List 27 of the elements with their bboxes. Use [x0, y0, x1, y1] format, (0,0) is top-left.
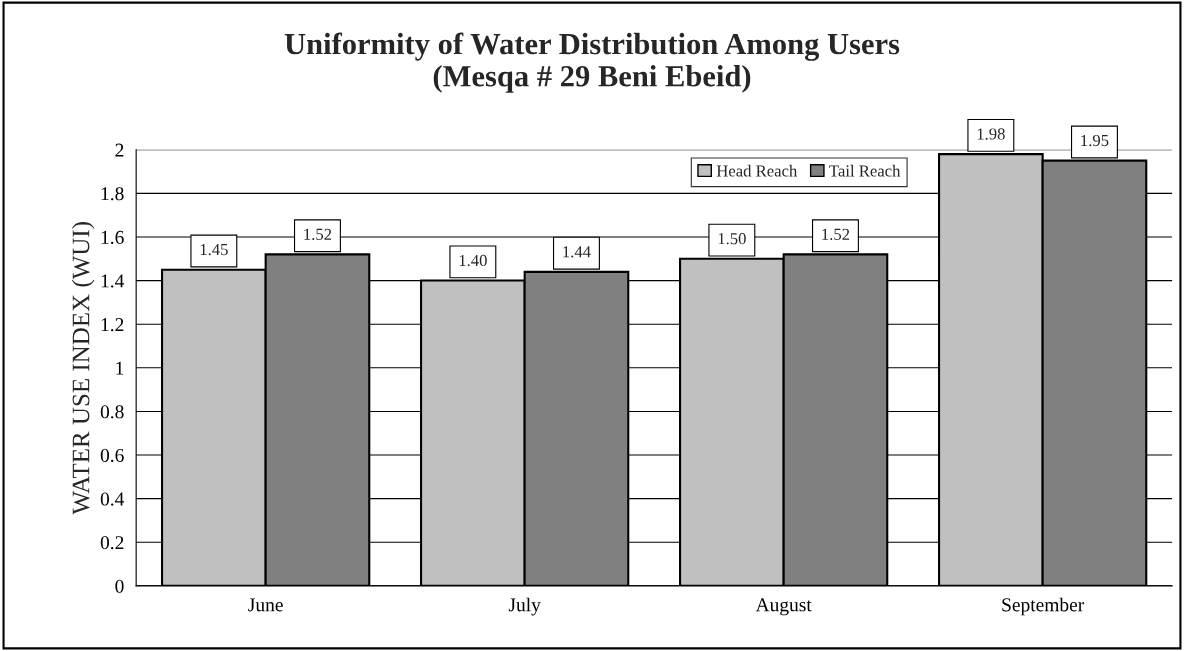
data-label: 1.52: [304, 228, 332, 240]
y-axis-title: WATER USE INDEX (WUI): [71, 222, 95, 515]
y-tick-label: 1.2: [101, 318, 124, 332]
data-label: 1.95: [1081, 134, 1109, 147]
y-tick-label: 1.8: [101, 187, 124, 201]
data-label: 1.40: [459, 254, 487, 267]
y-tick-label: 0: [115, 579, 124, 593]
x-tick-label: September: [1002, 597, 1085, 616]
y-tick-label: 0.2: [100, 536, 124, 550]
y-tick-label: 0.8: [100, 405, 124, 419]
y-tick-label: 0.4: [100, 492, 125, 506]
y-tick-label: 1.4: [101, 274, 125, 288]
data-label: 1.52: [822, 228, 850, 240]
data-label: 1.45: [200, 244, 228, 256]
legend-label: Head Reach: [716, 164, 798, 177]
data-label: 1.98: [977, 128, 1005, 140]
y-tick-label: 0.6: [100, 448, 124, 463]
data-label: 1.44: [563, 246, 591, 258]
x-tick-label: July: [508, 597, 541, 616]
y-tick-label: 1: [116, 361, 124, 375]
x-tick-label: June: [248, 598, 283, 612]
chart-title: Uniformity of Water Distribution Among Users (Mesqa # 29 Beni Ebeid): [284, 32, 900, 93]
data-label: 1.50: [718, 233, 746, 245]
y-tick-label: 1.6: [101, 230, 124, 244]
y-tick-label: 2: [115, 143, 124, 157]
legend-label: Tail Reach: [829, 164, 901, 177]
x-tick-label: August: [755, 598, 812, 616]
